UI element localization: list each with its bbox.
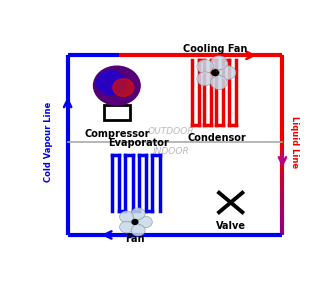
Text: Fan: Fan <box>125 234 145 244</box>
Text: Cooling Fan: Cooling Fan <box>183 44 247 54</box>
Text: Condensor: Condensor <box>187 133 246 143</box>
Circle shape <box>94 66 140 105</box>
Text: Liquid Line: Liquid Line <box>290 116 299 168</box>
Circle shape <box>131 224 145 236</box>
Bar <box>104 105 130 120</box>
Text: Cold Vapour Line: Cold Vapour Line <box>44 102 53 182</box>
Text: Evaporator: Evaporator <box>109 139 169 148</box>
Circle shape <box>219 66 236 80</box>
Circle shape <box>212 70 218 76</box>
Text: Valve: Valve <box>216 221 246 231</box>
Circle shape <box>211 76 227 89</box>
Circle shape <box>97 71 126 95</box>
Text: INDOOR: INDOOR <box>153 147 190 156</box>
Text: OUTDOOR: OUTDOOR <box>148 128 194 137</box>
Circle shape <box>120 211 134 223</box>
Circle shape <box>138 216 152 228</box>
Circle shape <box>120 221 134 233</box>
Circle shape <box>211 56 227 70</box>
Circle shape <box>197 60 213 74</box>
Circle shape <box>197 72 213 86</box>
Circle shape <box>131 208 145 219</box>
Text: Compressor: Compressor <box>84 129 150 139</box>
Circle shape <box>113 79 134 96</box>
Circle shape <box>132 219 138 224</box>
